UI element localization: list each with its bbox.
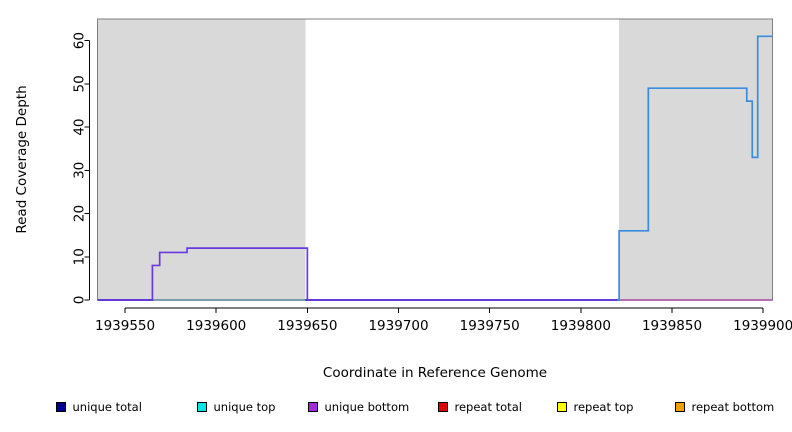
- y-axis-title: Read Coverage Depth: [14, 85, 30, 233]
- legend-unique-bottom-label: unique bottom: [325, 400, 410, 414]
- legend-repeat-total-label: repeat total: [455, 400, 522, 414]
- legend-repeat-bottom-label: repeat bottom: [692, 400, 775, 414]
- x-tick-label: 1939650: [277, 318, 337, 334]
- y-tick-label: 40: [72, 118, 88, 135]
- y-tick-label: 0: [72, 296, 88, 305]
- legend-unique-top-label: unique top: [214, 400, 276, 414]
- series-repeat-bottom: [617, 35, 773, 301]
- repeat-total-swatch: [438, 402, 448, 412]
- unique-bottom-swatch: [308, 402, 318, 412]
- x-tick-label: 1939800: [551, 318, 611, 334]
- series-unique-bottom: [97, 247, 773, 301]
- x-tick-label: 1939850: [642, 318, 702, 334]
- y-tick-label: 30: [72, 162, 88, 179]
- x-tick-label: 1939900: [733, 318, 792, 334]
- x-tick-label: 1939750: [460, 318, 520, 334]
- y-tick-label: 60: [72, 32, 88, 49]
- y-tick-label: 10: [72, 248, 88, 265]
- x-tick-label: 1939700: [368, 318, 428, 334]
- y-tick-label: 50: [72, 75, 88, 92]
- legend-repeat-top-label: repeat top: [574, 400, 634, 414]
- unique-total-swatch: [56, 402, 66, 412]
- x-tick-label: 1939550: [95, 318, 155, 334]
- series-layer: [97, 35, 773, 301]
- unique-top-swatch: [197, 402, 207, 412]
- repeat-top-swatch: [557, 402, 567, 412]
- legend-unique-total-label: unique total: [73, 400, 142, 414]
- repeat-region-right: [619, 19, 773, 300]
- y-tick-label: 20: [72, 205, 88, 222]
- x-axis-title: Coordinate in Reference Genome: [323, 365, 547, 381]
- repeat-bottom-swatch: [675, 402, 685, 412]
- unique-region-left: [97, 19, 306, 300]
- x-tick-label: 1939600: [186, 318, 246, 334]
